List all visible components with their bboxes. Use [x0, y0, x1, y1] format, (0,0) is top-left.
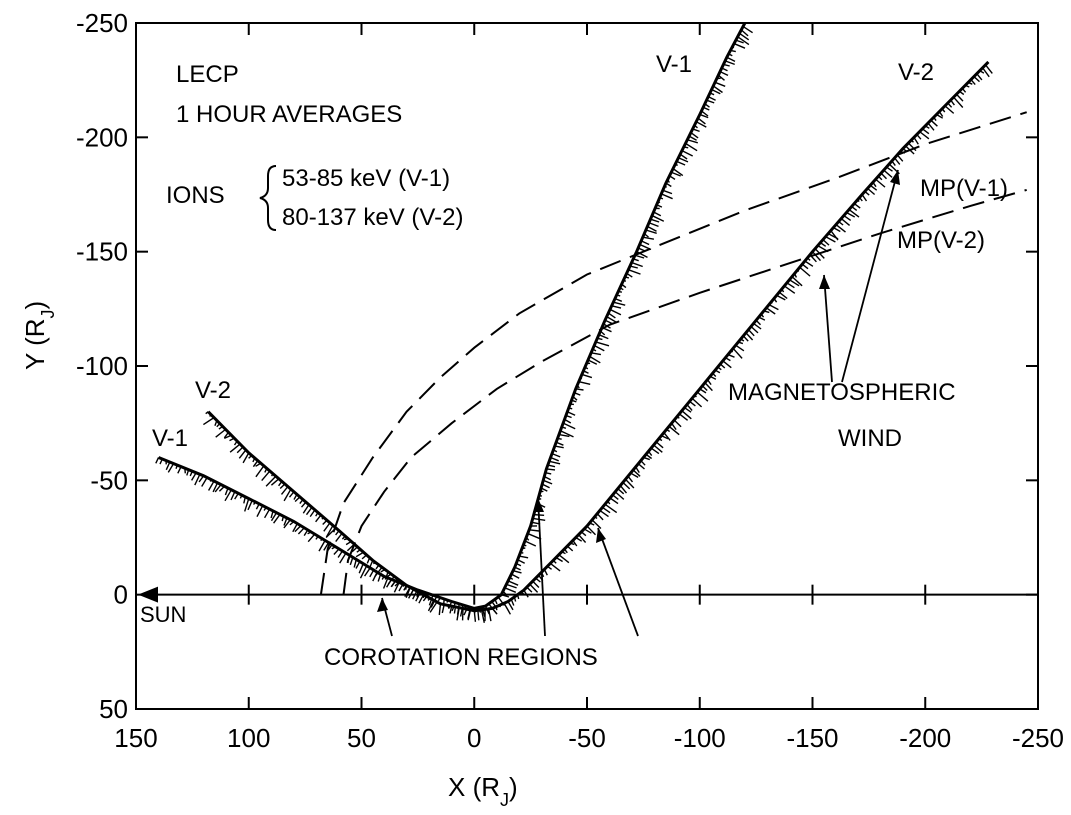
magnetopause-curve-v2 [342, 188, 1027, 595]
info-range-v2: 80-137 keV (V-2) [282, 204, 463, 231]
y-tick-labels: 50 0 -50 -100 -150 -200 -250 [76, 8, 128, 724]
anisotropy-hatching-v2 [203, 64, 993, 623]
y-tick-label: 50 [99, 694, 128, 724]
y-tick-label: -250 [76, 8, 128, 38]
y-tick-label: -150 [76, 237, 128, 267]
magnetopause-curve-v1 [319, 111, 1028, 595]
x-tick-label: 50 [347, 723, 376, 753]
x-tick-label: -50 [568, 723, 606, 753]
y-tick-label: -50 [90, 465, 128, 495]
svg-text:X (RJ): X (RJ) [448, 772, 518, 810]
svg-text:Y (RJ): Y (RJ) [20, 301, 58, 370]
info-instrument: LECP [176, 61, 239, 88]
x-tick-labels: 150 100 50 0 -50 -100 -150 -200 -250 [114, 723, 1064, 753]
mp-label-v2: MP(V-2) [897, 227, 985, 254]
magnetopause-lines [319, 111, 1028, 595]
y-tick-label: -100 [76, 351, 128, 381]
series-label-v2-upper: V-2 [898, 59, 934, 86]
x-tick-label: 150 [114, 723, 157, 753]
info-ions: IONS [166, 182, 225, 209]
sun-label: SUN [140, 602, 186, 627]
x-axis-label: X (RJ) [448, 772, 518, 810]
brace-icon [259, 165, 277, 231]
series-label-v1-upper: V-1 [656, 51, 692, 78]
y-tick-label: 0 [114, 580, 128, 610]
series-label-v2-left: V-2 [195, 377, 231, 404]
info-range-v1: 53-85 keV (V-1) [282, 165, 450, 192]
sun-arrow-icon [138, 586, 158, 603]
mp-label-v1: MP(V-1) [920, 175, 1008, 202]
annotation-wind-line2: WIND [838, 425, 902, 452]
x-tick-label: -150 [786, 723, 838, 753]
series-label-v1-left: V-1 [152, 425, 188, 452]
x-tick-label: 0 [467, 723, 481, 753]
x-tick-label: -250 [1012, 723, 1064, 753]
info-averages: 1 HOUR AVERAGES [176, 101, 402, 128]
axis-ticks [135, 22, 1039, 710]
x-tick-label: 100 [227, 723, 270, 753]
x-tick-label: -100 [674, 723, 726, 753]
x-tick-label: -200 [899, 723, 951, 753]
y-tick-label: -200 [76, 122, 128, 152]
annotation-arrowheads [377, 170, 900, 612]
annotation-wind-line1: MAGNETOSPHERIC [728, 379, 956, 406]
annotation-corotation: COROTATION REGIONS [324, 644, 598, 671]
y-axis-label: Y (RJ) [20, 301, 58, 370]
